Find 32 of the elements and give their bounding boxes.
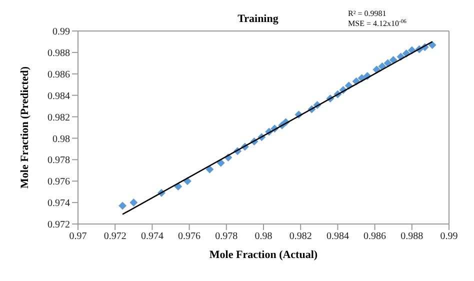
y-tick-label: 0.982	[48, 112, 70, 124]
y-tick-label: 0.978	[48, 155, 70, 166]
x-tick-label: 0.982	[289, 231, 312, 242]
x-tick-label: 0.984	[326, 231, 349, 242]
y-axis-title: Mole Fraction (Predicted)	[18, 66, 31, 188]
point	[389, 56, 398, 64]
x-tick-label: 0.978	[215, 231, 238, 242]
text: MSE = 4.12x10$^{-06}$	[348, 19, 407, 28]
point	[118, 202, 127, 210]
y-tick-label: 0.99	[52, 26, 70, 38]
x-tick-label: 0.974	[140, 231, 164, 242]
chart-title: Training	[238, 13, 279, 25]
x-tick-label: 0.97	[69, 231, 87, 242]
y-tick-label: 0.988	[48, 48, 70, 59]
y-tick-label: 0.984	[48, 90, 70, 102]
point	[130, 198, 138, 207]
x-tick-label: 0.976	[178, 231, 201, 242]
y-tick-label: 0.974	[48, 198, 70, 210]
y-tick-label: 0.98	[52, 134, 70, 145]
point	[206, 165, 214, 174]
x-axis-title: Mole Fraction (Actual)	[209, 249, 318, 261]
x-tick-label: 0.99	[440, 231, 458, 242]
y-tick-label: 0.972	[48, 220, 70, 231]
x-tick-label: 0.98	[254, 231, 272, 242]
point	[428, 40, 436, 49]
x-tick-label: 0.988	[400, 231, 424, 242]
x-tick-label: 0.986	[364, 231, 386, 242]
x-tick-label: 0.972	[104, 231, 126, 242]
y-tick-label: 0.976	[48, 176, 70, 188]
y-tick-label: 0.986	[48, 69, 70, 80]
point	[216, 158, 225, 167]
text: R² = 0.9981	[348, 9, 386, 18]
